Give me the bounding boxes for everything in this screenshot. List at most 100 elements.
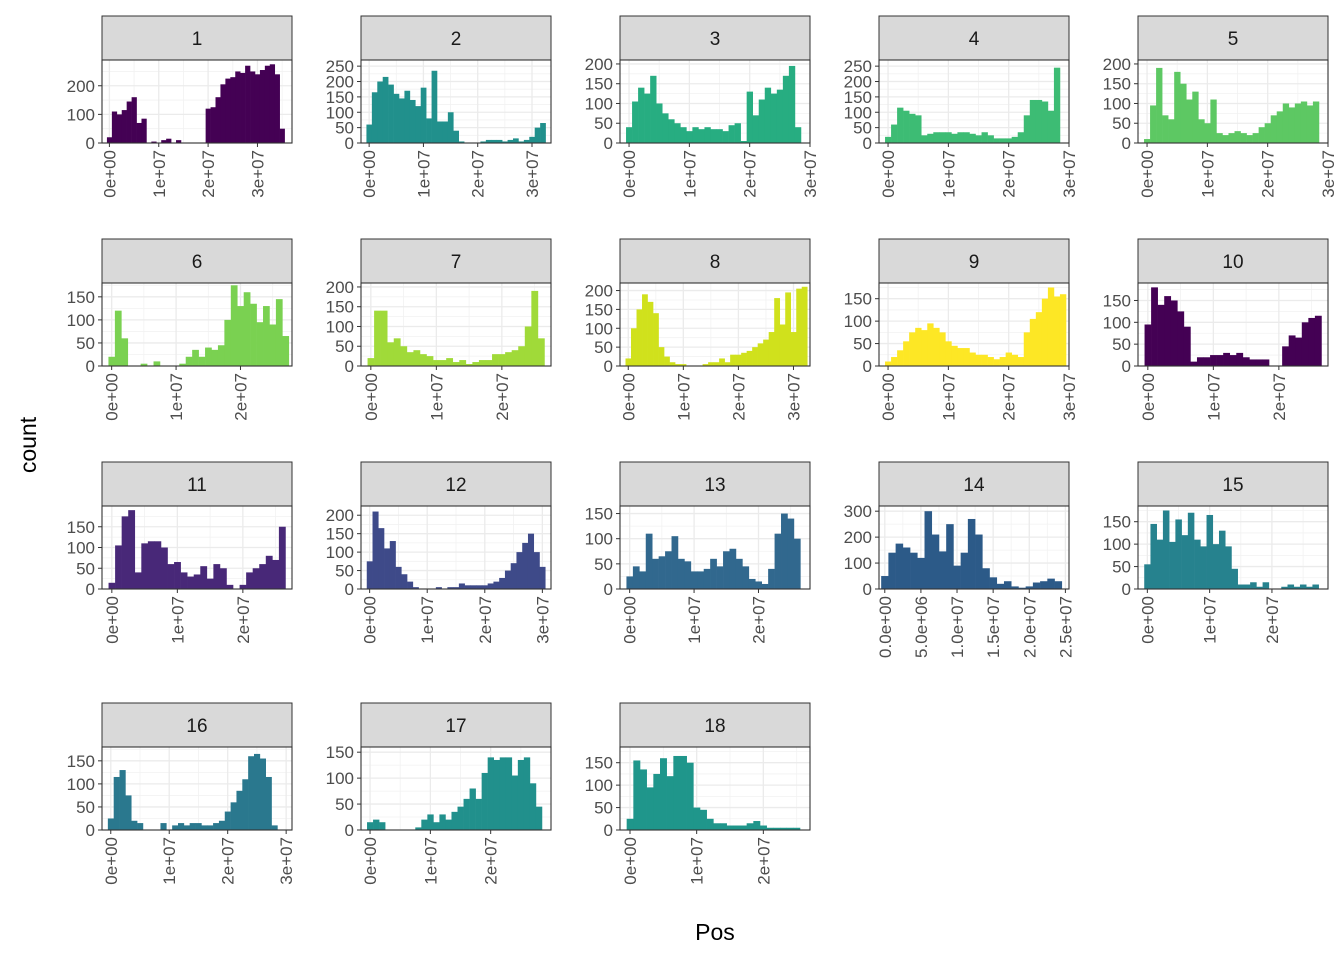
histogram-bar <box>206 578 214 589</box>
histogram-bar <box>427 814 434 830</box>
histogram-bar <box>119 770 126 830</box>
histogram-bar <box>219 568 227 589</box>
histogram-bar <box>706 818 714 830</box>
facet-6: 6 0 50 100 150 0e+00 1e+07 2e+07 <box>67 238 293 421</box>
histogram-bar <box>1040 581 1048 589</box>
y-axis-title: count <box>15 416 41 473</box>
facet-strip-label: 11 <box>187 475 207 496</box>
histogram-bar <box>1011 354 1019 366</box>
histogram-bar <box>921 135 928 143</box>
histogram-bar <box>1222 135 1229 143</box>
histogram-bar <box>716 566 724 589</box>
histogram-bar <box>1236 352 1244 366</box>
y-tick-label: 100 <box>326 317 354 336</box>
histogram-bar <box>646 787 654 830</box>
x-tick-label: 3e+07 <box>1060 150 1079 198</box>
y-tick-label: 100 <box>844 554 872 573</box>
histogram-bar <box>891 357 898 366</box>
histogram-bar <box>400 346 408 366</box>
y-tick-label: 100 <box>585 94 613 113</box>
histogram-bar <box>263 306 270 366</box>
histogram-bar <box>121 110 127 143</box>
histogram-bar <box>371 92 378 143</box>
histogram-bar <box>982 568 990 589</box>
histogram-bar <box>723 551 730 589</box>
x-tick-label: 2e+07 <box>1263 596 1282 644</box>
y-tick-label: 0 <box>863 134 872 153</box>
y-tick-label: 200 <box>844 528 872 547</box>
histogram-bar <box>1282 103 1290 143</box>
histogram-bar <box>1229 355 1237 366</box>
histogram-bar <box>481 772 488 830</box>
histogram-bar <box>927 133 934 143</box>
histogram-bar <box>639 571 647 589</box>
histogram-bar <box>533 552 540 589</box>
x-tick-label: 0e+00 <box>620 150 639 198</box>
histogram-bar <box>1308 317 1316 366</box>
histogram-bar <box>537 338 545 366</box>
histogram-bar <box>379 822 386 830</box>
histogram-bar <box>256 322 264 366</box>
histogram-bar <box>259 758 266 830</box>
histogram-bar <box>981 132 988 143</box>
y-tick-label: 150 <box>585 75 613 94</box>
histogram-bar <box>176 140 182 143</box>
x-tick-label: 1e+07 <box>1204 373 1223 421</box>
histogram-bar <box>108 356 116 366</box>
histogram-bar <box>698 129 705 143</box>
y-tick-label: 100 <box>844 103 872 122</box>
histogram-bar <box>686 131 693 143</box>
histogram-bar <box>419 354 427 366</box>
histogram-bar <box>768 332 775 366</box>
x-tick-label: 3e+07 <box>1060 373 1079 421</box>
histogram-bar <box>693 807 701 830</box>
histogram-bar <box>1053 67 1061 143</box>
histogram-bar <box>413 350 421 366</box>
histogram-bar <box>1170 300 1178 366</box>
x-tick-label: 1e+07 <box>168 596 187 644</box>
histogram-bar <box>631 328 637 366</box>
histogram-bar <box>464 585 471 589</box>
histogram-bar <box>975 534 983 589</box>
x-tick-label: 2e+07 <box>754 837 773 885</box>
histogram-bar <box>669 362 676 366</box>
y-tick-label: 150 <box>844 290 872 309</box>
histogram-bar <box>938 551 947 589</box>
histogram-bar <box>757 343 764 366</box>
histogram-bar <box>957 132 964 143</box>
y-tick-label: 200 <box>585 55 613 74</box>
histogram-bar <box>498 354 506 366</box>
histogram-bar <box>632 101 639 143</box>
facet-14: 14 0 100 200 300 0.0e+00 5.0e+06 1.0e+07 1.5e+07… <box>844 461 1075 658</box>
y-tick-label: 200 <box>67 77 95 96</box>
x-tick-label: 2.0e+07 <box>1020 596 1039 658</box>
y-tick-label: 0 <box>86 580 95 599</box>
histogram-bar <box>730 354 736 366</box>
histogram-bar <box>1053 296 1061 366</box>
y-tick-label: 200 <box>585 282 613 301</box>
histogram-bar <box>439 814 446 830</box>
histogram-bar <box>415 827 422 830</box>
histogram-bar <box>211 349 219 366</box>
x-tick-label: 0e+00 <box>100 150 119 198</box>
histogram-bar <box>788 65 796 143</box>
histogram-bar <box>367 822 374 830</box>
histogram-bar <box>235 71 241 143</box>
histogram-bar <box>680 755 687 830</box>
histogram-bar <box>917 557 925 589</box>
histogram-bar <box>487 757 494 830</box>
panel-border <box>619 746 811 831</box>
histogram-bar <box>704 127 711 143</box>
histogram-bar <box>781 513 788 589</box>
histogram-bar <box>671 536 679 589</box>
x-tick-label: 0e+00 <box>102 837 121 885</box>
histogram-bar <box>210 107 216 143</box>
histogram-bar <box>746 350 753 366</box>
histogram-bar <box>128 510 136 589</box>
histogram-bar <box>437 121 443 143</box>
histogram-bar <box>632 566 640 589</box>
histogram-bar <box>967 518 976 589</box>
x-tick-label: 2e+07 <box>482 837 501 885</box>
histogram-bar <box>1301 322 1309 366</box>
